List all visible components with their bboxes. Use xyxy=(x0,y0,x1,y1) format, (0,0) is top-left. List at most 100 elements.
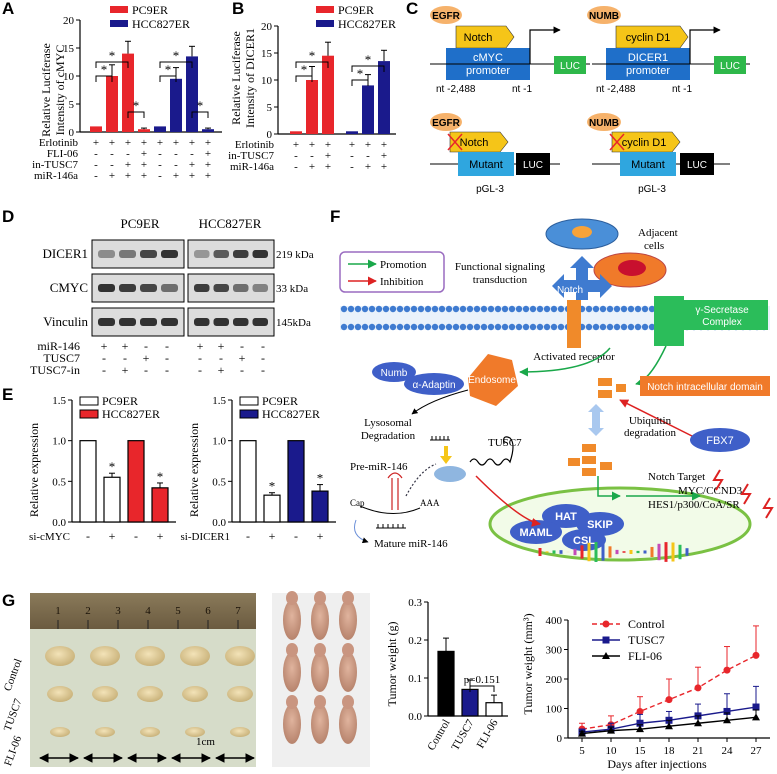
bar xyxy=(106,76,118,132)
bar xyxy=(437,650,455,717)
row-sign: + xyxy=(122,339,129,353)
gamma-label-1: γ-Secretase xyxy=(695,305,749,316)
lipid-head-bottom xyxy=(466,323,474,331)
lipid-head-top xyxy=(459,305,467,313)
row-label: Erlotinib xyxy=(235,139,275,151)
row-sign: + xyxy=(317,529,324,543)
lipid-head-bottom xyxy=(641,323,649,331)
row-sign: - xyxy=(158,159,162,171)
row-label: miR-146 xyxy=(37,339,80,353)
bar xyxy=(461,688,479,717)
protein-label-cmyc: CMYC xyxy=(50,280,88,295)
legend-swatch-e-pc9er xyxy=(79,396,99,406)
sig-bracket xyxy=(95,75,113,82)
activated-label: Activated receptor xyxy=(533,351,615,363)
lipid-head-top xyxy=(536,305,544,313)
mouse-body xyxy=(283,704,301,744)
ubiq-label-2: degradation xyxy=(624,427,676,439)
y-tick-label: 0.1 xyxy=(408,673,422,685)
luc-label: LUC xyxy=(560,61,580,72)
row-sign: + xyxy=(197,339,204,353)
lipid-head-bottom xyxy=(361,323,369,331)
row-sign: + xyxy=(309,139,315,151)
data-point xyxy=(694,719,702,727)
row-sign: + xyxy=(141,148,147,160)
row-sign: + xyxy=(189,159,195,171)
tumor xyxy=(137,686,163,702)
row-sign: - xyxy=(261,363,265,377)
tumor xyxy=(185,727,205,737)
lipid-head-bottom xyxy=(487,323,495,331)
blot-band xyxy=(213,284,229,292)
egfr-oval xyxy=(430,6,462,24)
mouse-head xyxy=(314,695,326,709)
lipid-head-top xyxy=(522,305,530,313)
lipid-head-bottom xyxy=(627,323,635,331)
nicd-label: Notch intracellular domain xyxy=(647,382,763,393)
y-tick-label: 0 xyxy=(69,127,75,139)
row-sign: - xyxy=(158,170,162,182)
x-tick-label: 27 xyxy=(751,745,763,757)
lipid-head-bottom xyxy=(536,323,544,331)
lipid-head-bottom xyxy=(438,323,446,331)
mouse-body xyxy=(283,600,301,640)
numb-label-f: Numb xyxy=(381,368,408,379)
western-blots xyxy=(91,239,275,337)
blot-band xyxy=(98,318,115,326)
row-sign: - xyxy=(350,150,354,162)
tumor xyxy=(230,727,250,737)
sig-star: * xyxy=(365,52,372,67)
row-sign: + xyxy=(325,161,331,173)
blot-band xyxy=(140,284,157,292)
x-tick-label: 5 xyxy=(579,745,585,757)
premir-label: Pre-miR-146 xyxy=(350,461,408,473)
lipid-head-top xyxy=(641,305,649,313)
lipid-head-top xyxy=(620,305,628,313)
lipid-head-top xyxy=(648,305,656,313)
lipid-head-top xyxy=(606,305,614,313)
lipid-head-top xyxy=(627,305,635,313)
endosome-shape xyxy=(468,354,518,406)
bar xyxy=(239,440,257,523)
row-sign: - xyxy=(102,351,106,365)
panel-b-ylabel-2: Intensity of DICER1 xyxy=(243,28,257,128)
tss-arrow-2 xyxy=(689,26,721,64)
blot-band xyxy=(252,318,268,326)
row-sign: - xyxy=(366,150,370,162)
sig-bracket xyxy=(351,65,385,72)
data-point xyxy=(752,651,760,659)
legend-swatch-e2-hcc xyxy=(239,409,259,419)
tumor xyxy=(50,727,70,737)
panel-b-bars: **** xyxy=(290,41,390,135)
panel-e-left-chart: 0.0 0.5 1.0 1.5 * * si-cMYC - + - + xyxy=(29,395,176,543)
lipid-head-top xyxy=(466,305,474,313)
row-sign: - xyxy=(94,170,98,182)
nicd-segment-2 xyxy=(598,390,612,398)
panel-d-condition-table: miR-146 + + - - + + - -TUSC7- - + - - - + -TUSC7-in - + - -… xyxy=(30,339,265,377)
nicd-segment-5 xyxy=(582,456,596,464)
panel-e: E Relative expression Relative expressio… xyxy=(2,385,336,543)
row-sign: - xyxy=(86,529,90,543)
mouse-head xyxy=(342,643,354,657)
blot-band xyxy=(119,318,136,326)
gamma-label-2: Complex xyxy=(702,317,741,328)
risc-oval xyxy=(434,466,466,482)
lipid-head-top xyxy=(515,305,523,313)
ruler-number: 3 xyxy=(115,605,121,617)
tumor-samples xyxy=(45,646,255,737)
lipid-head-top xyxy=(634,305,642,313)
sig-star: * xyxy=(317,471,324,486)
row-sign: - xyxy=(198,351,202,365)
y-tick-label: 0.2 xyxy=(408,635,422,647)
mouse-body xyxy=(311,600,329,640)
row-label: TUSC7-in xyxy=(30,363,80,377)
x-tick-label: 24 xyxy=(722,745,734,757)
sig-star: * xyxy=(109,48,116,63)
promotion-label: Promotion xyxy=(380,259,427,271)
blot-band xyxy=(252,284,268,292)
luc-box-4 xyxy=(680,153,714,175)
notch-cross-arrow-icon xyxy=(552,256,612,300)
endosome-label: Endosome xyxy=(468,375,516,386)
x-tick-label: 21 xyxy=(693,745,704,757)
